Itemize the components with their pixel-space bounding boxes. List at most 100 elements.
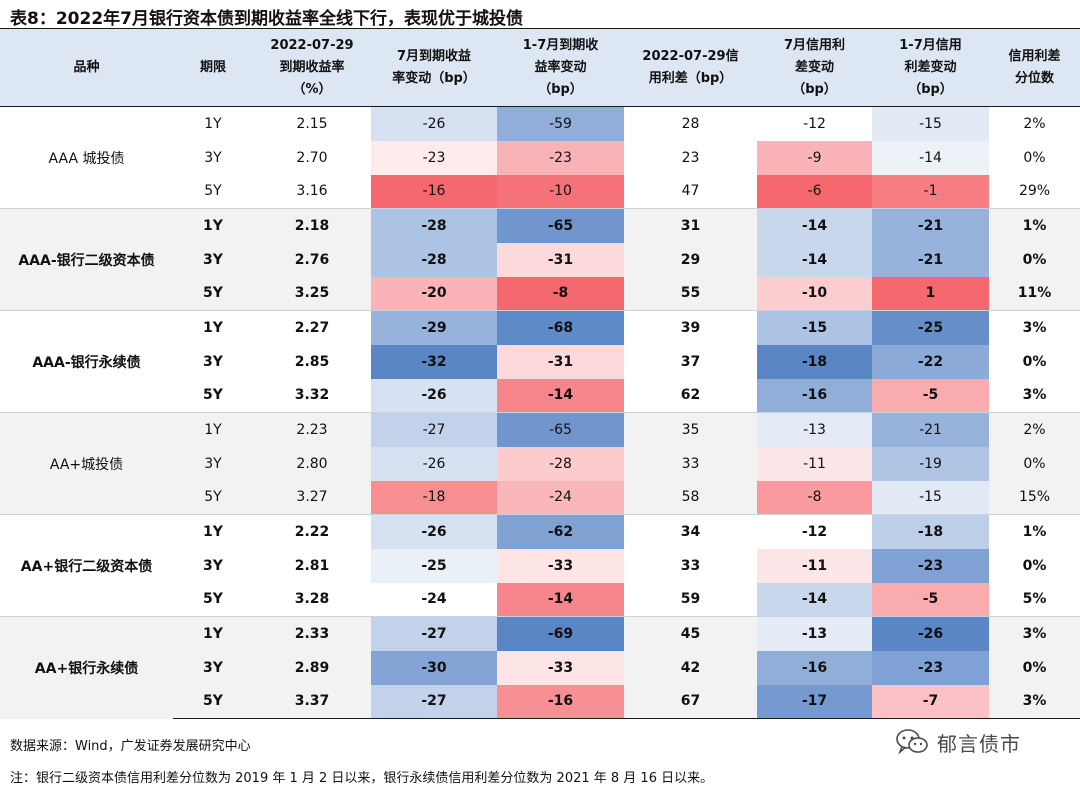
- ytd-spread-change-cell: -25: [872, 310, 989, 345]
- ytd-ytm-change-cell: -14: [497, 378, 624, 413]
- jul-ytm-change-cell: -27: [371, 616, 497, 651]
- term-cell: 1Y: [173, 514, 253, 549]
- ytm-cell: 2.70: [296, 149, 328, 166]
- ytd-spread-change-cell: -23: [872, 650, 989, 685]
- ytd-spread-change-cell: -21: [872, 412, 989, 447]
- percentile-cell: 3%: [989, 616, 1080, 651]
- percentile-cell: 0%: [989, 446, 1080, 481]
- header-ytm: 2022-07-29 到期收益率 （%）: [253, 28, 371, 107]
- table-row: 5Y 3.37 -27 -16 67 -17 -7 3%: [0, 684, 1080, 719]
- term-cell: 5Y: [173, 276, 253, 311]
- jul-ytm-change-cell: -26: [371, 446, 497, 481]
- jul-ytm-change-cell: -26: [371, 378, 497, 413]
- jul-ytm-change-cell: -30: [371, 650, 497, 685]
- table-row: 3Y 2.70 -23 -23 23 -9 -14 0%: [0, 140, 1080, 175]
- header-ytd-ytm-change: 1-7月到期收 益率变动 （bp）: [497, 28, 624, 107]
- table-row: AAA-银行二级资本债 1Y 2.18 -28 -65 31 -14 -21 1%: [0, 208, 1080, 311]
- ytd-spread-change-cell: -23: [872, 548, 989, 583]
- ytd-spread-change-cell: -5: [872, 582, 989, 617]
- jul-spread-change-cell: -12: [757, 106, 872, 141]
- ytd-ytm-change-cell: -10: [497, 174, 624, 209]
- ytd-spread-change-cell: -7: [872, 684, 989, 719]
- percentile-cell: 1%: [989, 208, 1080, 243]
- jul-spread-change-cell: -17: [757, 684, 872, 719]
- spread-cell: 37: [680, 353, 701, 370]
- spread-cell: 58: [624, 480, 757, 515]
- ytd-ytm-change-cell: -14: [497, 582, 624, 617]
- jul-ytm-change-cell: -27: [371, 684, 497, 719]
- term-cell: 3Y: [173, 650, 253, 685]
- table-row: AA+银行永续债 1Y 2.33 -27 -69 45 -13 -26 3%: [0, 616, 1080, 719]
- term-cell: 1Y: [173, 310, 253, 345]
- jul-ytm-change-cell: -32: [371, 344, 497, 379]
- ytd-spread-change-cell: -15: [872, 480, 989, 515]
- ytd-ytm-change-cell: -62: [497, 514, 624, 549]
- spread-cell: 47: [681, 183, 700, 200]
- percentile-cell: 5%: [1022, 591, 1047, 608]
- ytd-spread-change-cell: -18: [872, 514, 989, 549]
- percentile-cell: 1%: [989, 514, 1080, 549]
- ytm-cell: 2.81: [294, 557, 330, 574]
- jul-spread-change-cell: -6: [757, 174, 872, 209]
- spread-cell: 35: [624, 412, 757, 447]
- header-ytd-spread-change: 1-7月信用 利差变动 （bp）: [872, 28, 989, 107]
- ytd-ytm-change-cell: -65: [497, 412, 624, 447]
- ytd-ytm-change-cell: -28: [497, 446, 624, 481]
- percentile-cell: 0%: [989, 242, 1080, 277]
- jul-ytm-change-cell: -28: [371, 208, 497, 243]
- jul-spread-change-cell: -11: [757, 446, 872, 481]
- ytd-ytm-change-cell: -68: [497, 310, 624, 345]
- ytd-spread-change-cell: -21: [872, 208, 989, 243]
- variety-cell: AAA-银行永续债: [0, 310, 173, 413]
- jul-ytm-change-cell: -23: [371, 140, 497, 175]
- percentile-cell: 2%: [989, 106, 1080, 141]
- watermark-text: 郁言债市: [937, 731, 1021, 756]
- ytd-ytm-change-cell: -24: [497, 480, 624, 515]
- jul-spread-change-cell: -8: [757, 480, 872, 515]
- header-spread-percentile: 信用利差 分位数: [989, 28, 1080, 107]
- ytd-ytm-change-cell: -8: [497, 276, 624, 311]
- jul-spread-change-cell: -13: [757, 616, 872, 651]
- ytm-cell: 3.27: [253, 480, 371, 515]
- ytm-cell: 3.37: [253, 684, 371, 719]
- ytm-cell: 2.85: [294, 353, 330, 370]
- ytd-spread-change-cell: -19: [872, 446, 989, 481]
- ytd-spread-change-cell: -21: [872, 242, 989, 277]
- ytm-cell: 2.15: [253, 106, 371, 141]
- ytd-ytm-change-cell: -31: [497, 242, 624, 277]
- term-cell: 5Y: [173, 684, 253, 719]
- table-row: 5Y 3.16 -16 -10 47 -6 -1 29%: [0, 174, 1080, 209]
- percentile-cell: 11%: [989, 276, 1080, 311]
- term-cell: 5Y: [203, 591, 223, 608]
- table-row: AA+银行二级资本债 1Y 2.22 -26 -62 34 -12 -18 1%: [0, 514, 1080, 617]
- ytd-ytm-change-cell: -33: [497, 548, 624, 583]
- table-row: 3Y 2.85 -32 -31 37 -18 -22 0%: [0, 344, 1080, 379]
- ytd-spread-change-cell: -1: [872, 174, 989, 209]
- jul-spread-change-cell: -16: [757, 650, 872, 685]
- variety-cell: AA+银行永续债: [0, 616, 173, 719]
- ytm-cell: 2.27: [253, 310, 371, 345]
- variety-cell: AA+银行二级资本债: [0, 514, 173, 617]
- ytd-ytm-change-cell: -16: [497, 684, 624, 719]
- ytd-ytm-change-cell: -31: [497, 344, 624, 379]
- jul-spread-change-cell: -14: [757, 242, 872, 277]
- variety-cell: AAA-银行二级资本债: [0, 208, 173, 311]
- spread-cell: 62: [680, 387, 701, 404]
- term-cell: 5Y: [203, 387, 223, 404]
- percentile-cell: 15%: [989, 480, 1080, 515]
- ytd-spread-change-cell: -15: [872, 106, 989, 141]
- jul-spread-change-cell: -18: [757, 344, 872, 379]
- jul-spread-change-cell: -14: [757, 582, 872, 617]
- spread-cell: 31: [624, 208, 757, 243]
- header-credit-spread: 2022-07-29信 用利差（bp）: [624, 28, 757, 107]
- jul-ytm-change-cell: -28: [371, 242, 497, 277]
- term-cell: 1Y: [173, 412, 253, 447]
- ytm-cell: 3.25: [253, 276, 371, 311]
- table-row: 5Y 3.32 -26 -14 62 -16 -5 3%: [0, 378, 1080, 413]
- page-title: 表8：2022年7月银行资本债到期收益率全线下行，表现优于城投债: [10, 9, 523, 29]
- ytd-spread-change-cell: 1: [872, 276, 989, 311]
- ytd-spread-change-cell: -26: [872, 616, 989, 651]
- jul-spread-change-cell: -12: [757, 514, 872, 549]
- ytd-ytm-change-cell: -69: [497, 616, 624, 651]
- ytd-ytm-change-cell: -33: [497, 650, 624, 685]
